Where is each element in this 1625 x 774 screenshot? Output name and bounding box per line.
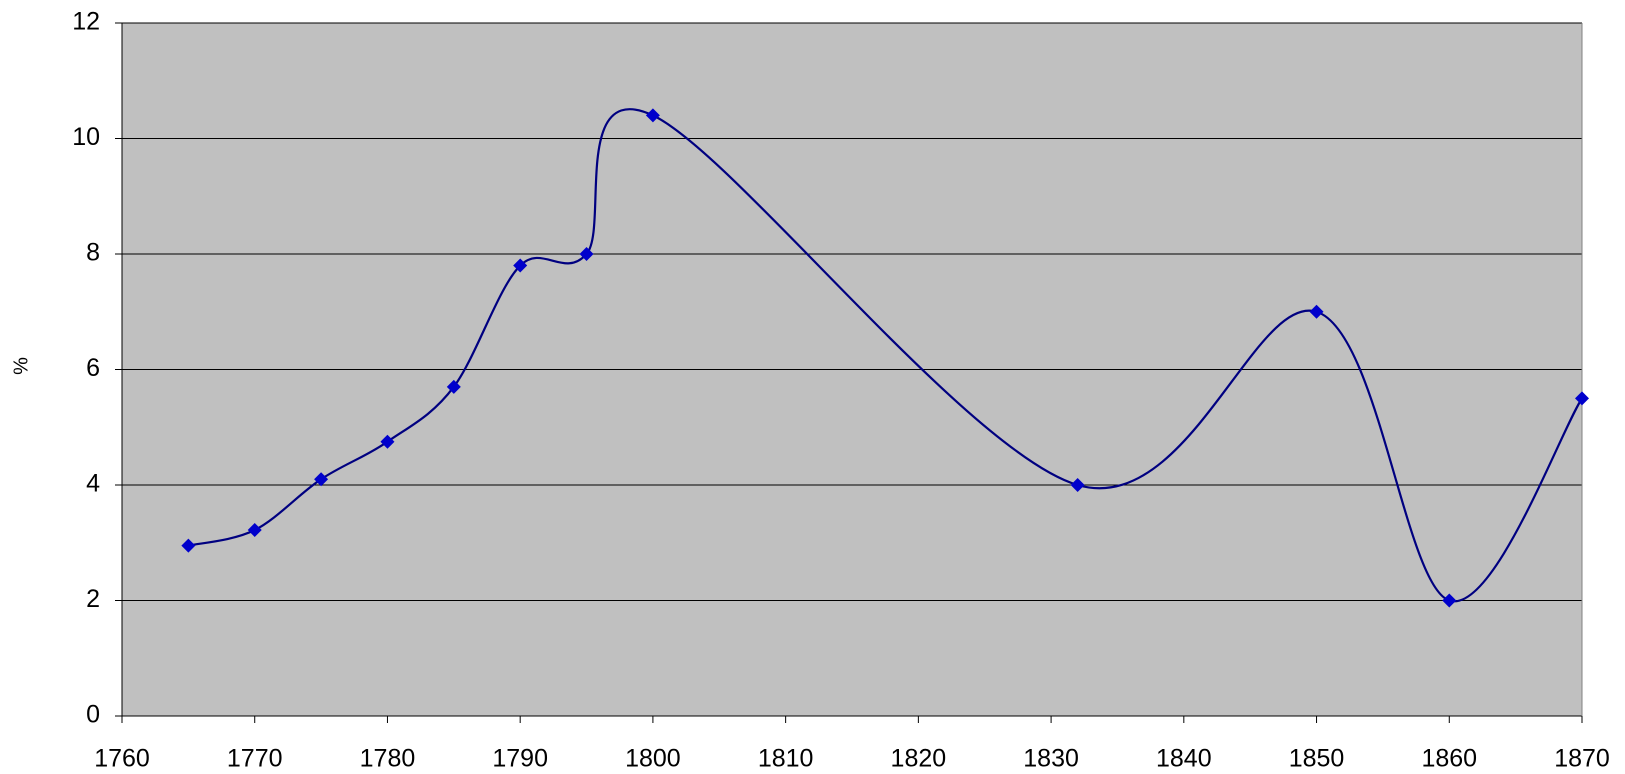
y-tick-label: 2 <box>86 585 100 613</box>
x-tick-label: 1860 <box>1421 745 1477 773</box>
y-tick-label: 12 <box>72 8 100 36</box>
x-tick-label: 1850 <box>1289 745 1345 773</box>
x-tick-label: 1780 <box>360 745 416 773</box>
y-tick-label: 0 <box>86 701 100 729</box>
point-marker <box>513 258 528 273</box>
point-marker <box>1575 391 1589 406</box>
point-marker <box>1442 593 1457 608</box>
point-marker <box>380 434 395 449</box>
x-tick-label: 1810 <box>758 745 814 773</box>
y-tick-label: 10 <box>72 123 100 151</box>
point-marker <box>579 247 594 261</box>
x-tick-label: 1760 <box>94 745 150 773</box>
point-marker <box>314 472 329 487</box>
y-tick-label: 6 <box>86 354 100 382</box>
x-tick-label: 1770 <box>227 745 283 773</box>
x-tick-label: 1790 <box>492 745 548 773</box>
x-tick-label: 1870 <box>1554 745 1610 773</box>
point-marker <box>645 108 660 123</box>
point-marker <box>247 523 262 538</box>
point-marker <box>446 379 461 394</box>
point-marker <box>1309 304 1324 319</box>
x-tick-label: 1820 <box>891 745 947 773</box>
point-marker <box>181 538 196 553</box>
y-tick-label: 8 <box>86 239 100 267</box>
y-axis-label: % <box>10 357 32 375</box>
x-tick-label: 1800 <box>625 745 681 773</box>
y-tick-label: 4 <box>86 470 100 498</box>
x-tick-label: 1840 <box>1156 745 1212 773</box>
x-tick-label: 1830 <box>1023 745 1079 773</box>
point-marker <box>1070 478 1085 492</box>
